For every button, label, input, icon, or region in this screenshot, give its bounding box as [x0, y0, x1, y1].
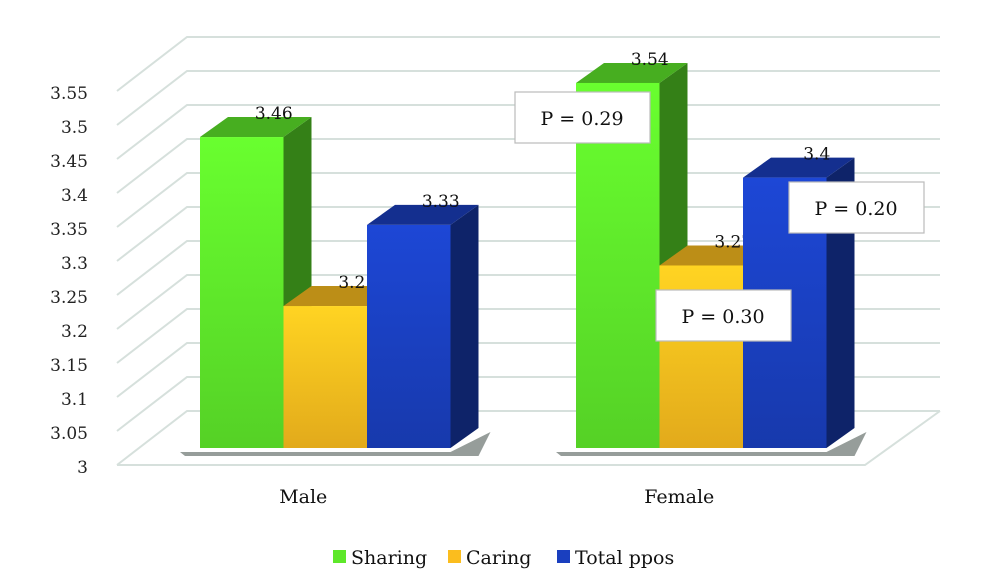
p-value-box: [514, 91, 651, 144]
gridline: [116, 36, 940, 92]
p-value-label: P = 0.29: [540, 108, 623, 130]
y-tick-label: 3.05: [50, 424, 88, 444]
bar-caring-male: [283, 306, 367, 448]
gridline: [116, 138, 940, 194]
legend-swatch: [448, 550, 461, 563]
y-tick-label: 3.45: [50, 152, 88, 172]
legend-swatch: [557, 550, 570, 563]
data-label: 3.4: [803, 145, 830, 165]
floor-edge: [117, 410, 941, 466]
legend-label: Sharing: [351, 547, 427, 569]
gridline: [116, 172, 940, 228]
bar-side: [450, 204, 479, 448]
data-label: 3.27: [714, 232, 752, 252]
p-value-box: [655, 289, 792, 342]
bar-top: [576, 62, 688, 83]
data-label: 3.46: [255, 104, 293, 124]
p-value-label: P = 0.20: [814, 198, 897, 220]
data-label: 3.54: [631, 50, 669, 70]
y-tick-label: 3.5: [61, 118, 88, 138]
legend-label: Caring: [466, 547, 531, 569]
category-label: Female: [644, 486, 714, 508]
bar-top: [200, 117, 312, 138]
y-tick-label: 3: [77, 458, 88, 478]
data-label: 3.33: [422, 192, 460, 212]
bar-shadow: [556, 432, 867, 456]
y-tick-label: 3.3: [61, 254, 88, 274]
gridline: [116, 240, 940, 296]
bar-total-ppos-male: [367, 224, 451, 448]
y-tick-label: 3.2: [61, 322, 88, 342]
y-tick-label: 3.25: [50, 288, 88, 308]
bar-sharing-female: [576, 82, 660, 449]
category-label: Male: [279, 486, 327, 508]
data-label: 3.21: [338, 273, 376, 293]
bar-shadow: [180, 432, 491, 456]
gridline: [116, 206, 940, 262]
y-tick-label: 3.1: [61, 390, 88, 410]
bar-sharing-male: [200, 137, 284, 449]
p-value-label: P = 0.30: [681, 306, 764, 328]
y-tick-label: 3.35: [50, 220, 88, 240]
p-value-box: [788, 181, 925, 234]
gridline: [116, 104, 940, 160]
legend-swatch: [333, 550, 346, 563]
legend-label: Total ppos: [575, 547, 674, 569]
y-tick-label: 3.15: [50, 356, 88, 376]
y-tick-label: 3.55: [50, 84, 88, 104]
bar-top: [367, 204, 479, 225]
bar-top: [743, 157, 855, 178]
y-tick-label: 3.4: [61, 186, 88, 206]
gridline: [116, 70, 940, 126]
